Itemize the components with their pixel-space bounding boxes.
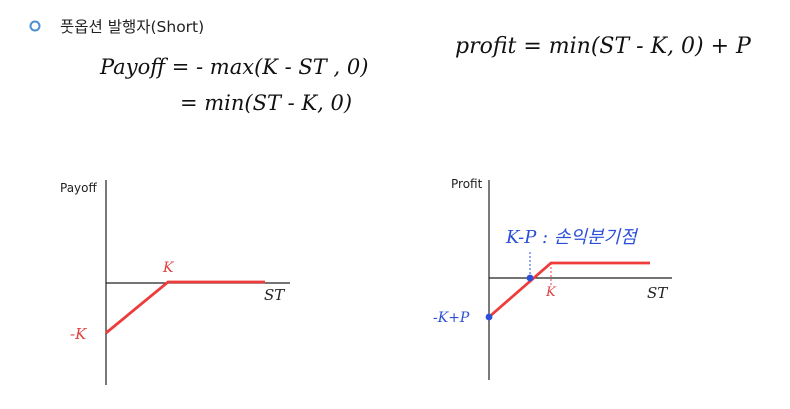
intercept-label: -K+P [433,310,470,326]
payoff-x-axis-label: ST [264,286,285,304]
hollow-circle-bullet-icon [29,20,41,32]
profit-chart: Profit ST K-P : 손익분기점 K -K+P [433,177,672,380]
payoff-neg-k-label: -K [70,325,87,343]
payoff-formula-line1: Payoff = - max(K - ST , 0) [99,55,368,79]
payoff-y-axis-label: Payoff [60,181,97,195]
payoff-k-label: K [162,260,175,276]
breakeven-point [526,274,534,282]
profit-formula: profit = min(ST - K, 0) + P [455,34,752,59]
payoff-chart: Payoff ST K -K [60,180,290,385]
profit-k-label: K [545,285,557,300]
page-title: 풋옵션 발행자(Short) [60,18,204,36]
profit-series-line [488,261,650,319]
profit-x-axis-label: ST [647,284,668,302]
payoff-series-line [105,280,265,335]
profit-y-axis-label: Profit [451,177,483,191]
breakeven-label: K-P : 손익분기점 [505,227,639,248]
payoff-formula-line2: = min(ST - K, 0) [180,91,352,115]
intercept-point [485,313,493,321]
